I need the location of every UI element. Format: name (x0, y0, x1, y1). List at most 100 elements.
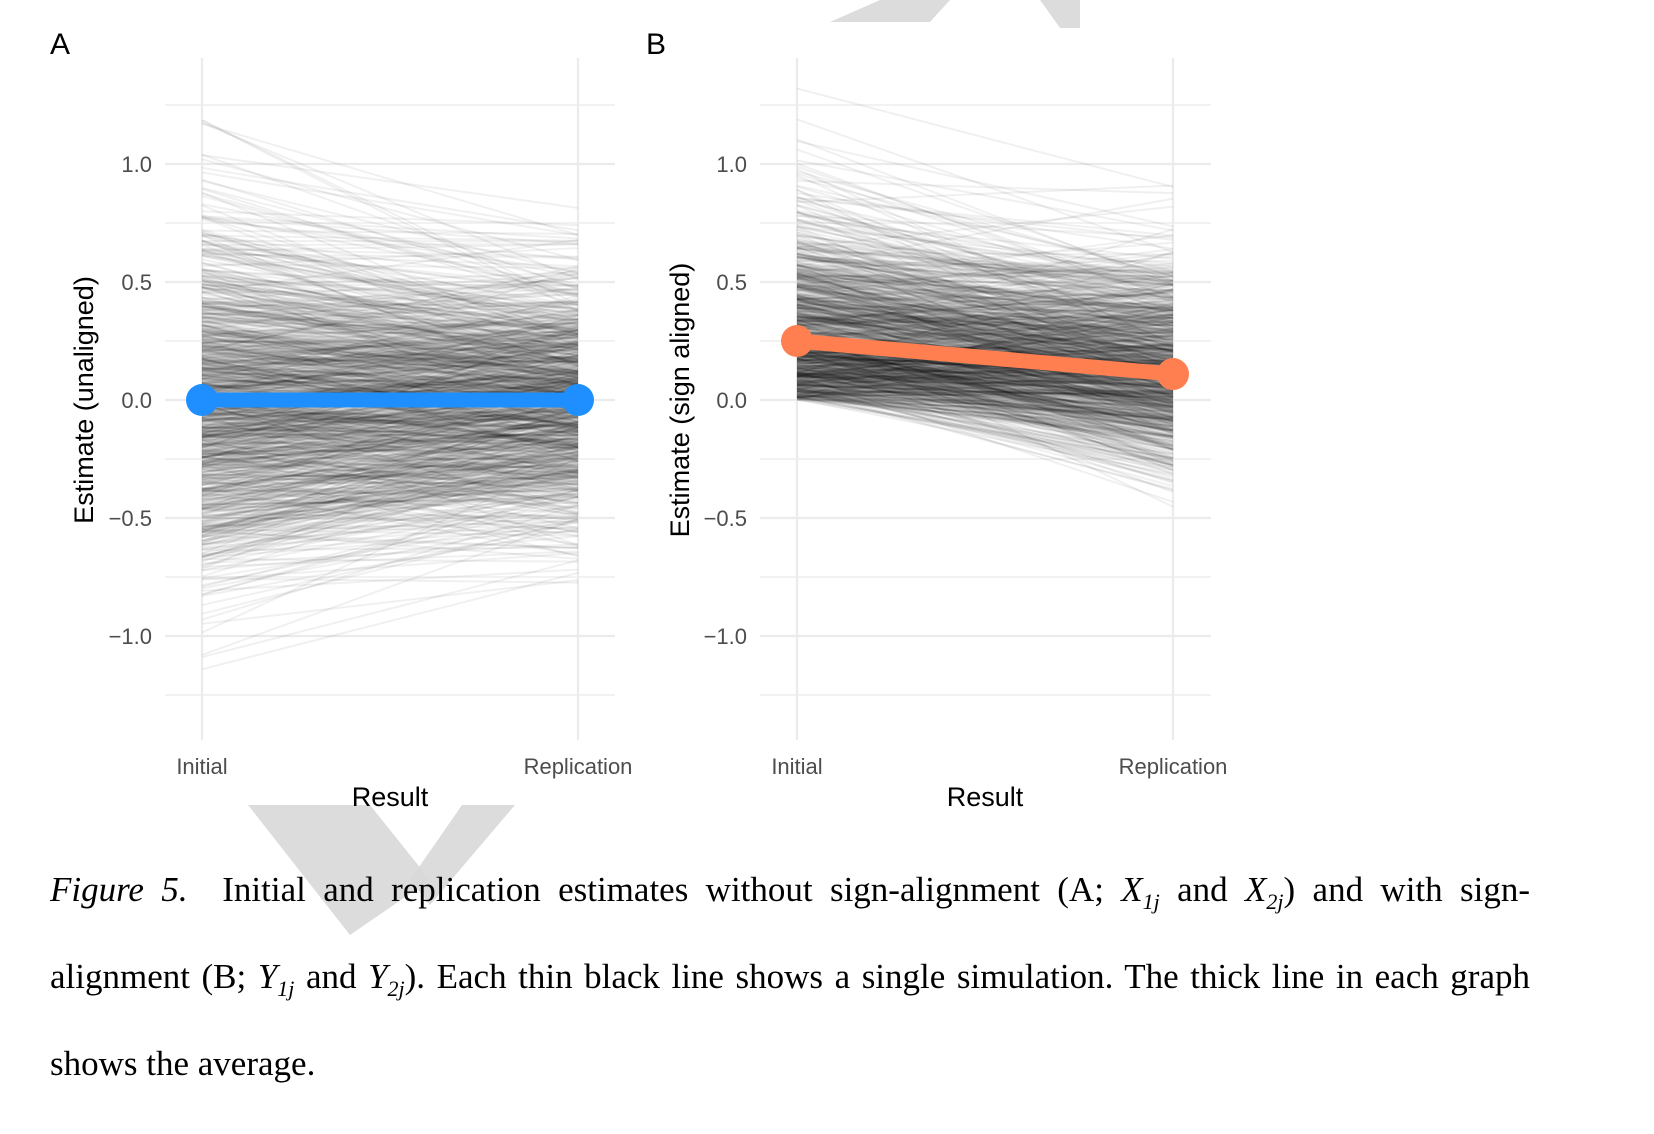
simulation-line (201, 305, 579, 354)
simulation-line (796, 376, 1174, 396)
simulation-line (201, 332, 579, 357)
simulation-line (201, 326, 579, 387)
simulation-line (796, 384, 1174, 459)
simulation-line (796, 277, 1174, 299)
simulation-line (796, 350, 1174, 458)
simulation-line (796, 276, 1174, 407)
simulation-line (796, 261, 1174, 353)
simulation-line (201, 348, 579, 369)
simulation-line (796, 314, 1174, 326)
simulation-line (201, 361, 579, 393)
simulation-line (796, 377, 1174, 384)
simulation-line (201, 342, 579, 360)
simulation-line (201, 340, 579, 349)
simulation-line (796, 349, 1174, 384)
simulation-line (796, 252, 1174, 311)
simulation-line (201, 357, 579, 363)
simulation-line (201, 520, 579, 533)
simulation-line (796, 305, 1174, 349)
simulation-line (796, 338, 1174, 435)
simulation-line (201, 329, 579, 337)
mean-point-initial-a (186, 384, 218, 416)
simulation-line (796, 361, 1174, 388)
simulation-line (796, 286, 1174, 365)
simulation-line (796, 297, 1174, 336)
simulation-line (201, 399, 579, 486)
simulation-line (201, 410, 579, 446)
simulation-line (201, 376, 579, 439)
simulation-line (796, 392, 1174, 397)
caption-text-1: Initial and replication estimates withou… (222, 870, 1122, 909)
simulation-line (201, 253, 579, 259)
simulation-line (201, 325, 579, 386)
simulation-line (201, 438, 579, 461)
simulation-line (201, 318, 579, 401)
simulation-line (796, 367, 1174, 432)
simulation-line (201, 405, 579, 468)
simulation-line (201, 293, 579, 316)
simulation-line (796, 277, 1174, 333)
simulation-line (201, 350, 579, 375)
simulation-line (796, 238, 1174, 296)
simulation-line (201, 178, 579, 296)
simulation-line (201, 469, 579, 507)
simulation-line (796, 383, 1174, 394)
simulation-line (201, 505, 579, 550)
simulation-line (796, 329, 1174, 365)
simulation-line (201, 275, 579, 306)
simulation-line (201, 289, 579, 345)
simulation-line (201, 230, 579, 350)
simulation-line (201, 478, 579, 546)
simulation-line (796, 393, 1174, 433)
simulation-line (201, 342, 579, 363)
simulation-line (796, 319, 1174, 374)
simulation-line (796, 305, 1174, 330)
simulation-line (796, 396, 1174, 437)
simulation-line (201, 345, 579, 389)
simulation-line (201, 412, 579, 421)
simulation-line (201, 371, 579, 385)
simulation-line (796, 307, 1174, 382)
simulation-line (201, 215, 579, 240)
simulation-line (201, 268, 579, 338)
simulation-line (201, 403, 579, 514)
simulation-line (201, 577, 579, 584)
simulation-line (796, 218, 1174, 315)
simulation-line (796, 273, 1174, 376)
simulation-line (201, 404, 579, 491)
simulation-line (796, 295, 1174, 368)
simulation-line (201, 303, 579, 315)
simulation-line (201, 404, 579, 555)
simulation-line (796, 366, 1174, 405)
simulation-line (796, 353, 1174, 446)
caption-var-y2: Y (368, 957, 388, 996)
x-axis-title-b: Result (947, 782, 1024, 812)
simulation-line (201, 240, 579, 361)
simulation-line (796, 298, 1174, 374)
simulation-line (796, 334, 1174, 400)
simulation-line (201, 290, 579, 340)
simulation-line (796, 377, 1174, 418)
simulation-line (796, 307, 1174, 371)
simulation-line (201, 508, 579, 531)
simulation-line (201, 406, 579, 446)
simulation-line (201, 296, 579, 321)
simulation-line (201, 546, 579, 552)
simulation-line (201, 488, 579, 498)
simulation-line (201, 475, 579, 533)
simulation-line (201, 345, 579, 400)
simulation-line (796, 311, 1174, 339)
simulation-line (201, 423, 579, 470)
simulation-line (796, 266, 1174, 292)
simulation-line (201, 329, 579, 360)
simulation-line (796, 275, 1174, 362)
simulation-line (201, 496, 579, 572)
simulation-line (201, 263, 579, 270)
simulation-line (201, 323, 579, 429)
simulation-line (796, 209, 1174, 282)
simulation-line (201, 217, 579, 273)
simulation-line (796, 276, 1174, 358)
simulation-line (201, 356, 579, 391)
simulation-line (201, 434, 579, 487)
simulation-line (201, 233, 579, 321)
